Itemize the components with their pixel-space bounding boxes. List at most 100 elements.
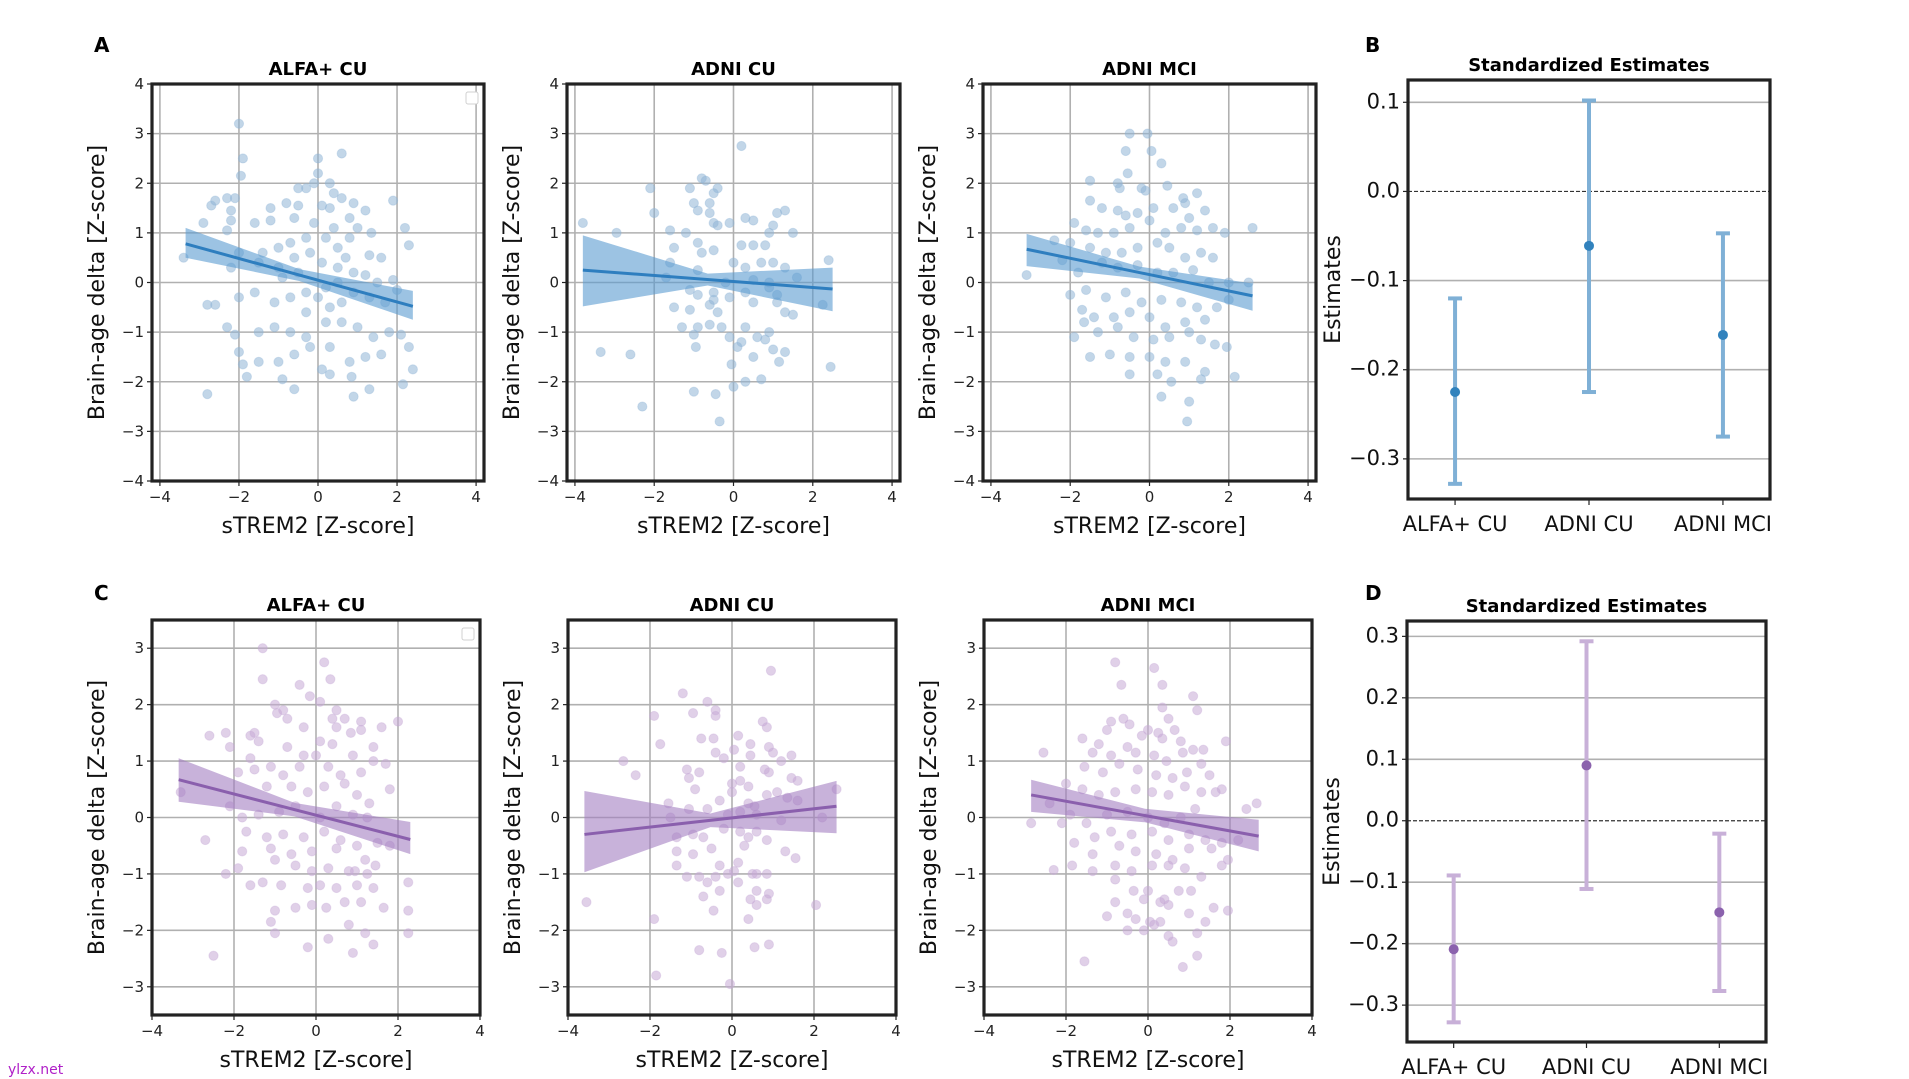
x-tick-label: −2 [223,1022,245,1040]
data-point [649,710,660,722]
data-point [253,736,264,747]
data-point [323,933,334,944]
data-point [684,183,695,194]
data-point [690,341,701,353]
data-point [308,178,320,189]
data-point [1144,351,1155,363]
y-tick-label: 0.3 [1366,623,1399,647]
data-point [399,222,411,234]
data-point [702,696,713,707]
data-point [710,871,721,882]
data-point [773,356,785,367]
panel-a3: ADNI MCI −4 −2 0 2 4 −4 −3 −2 −1 0 1 2 3 4 sTREM2 [Z-sc… [916,59,1318,539]
data-point [1026,818,1037,829]
y-tick-label: 1 [134,224,144,242]
data-point [1110,657,1121,668]
regression-line [582,268,833,291]
data-point [237,359,249,370]
data-point [200,834,211,846]
data-point [767,747,779,758]
y-tick-label: −1 [538,865,560,883]
data-point [1163,899,1174,911]
data-point [403,341,415,353]
data-point [233,118,245,129]
data-point [395,329,407,340]
data-point [384,327,395,338]
panel-letter-c: C [94,581,109,605]
x-tick-label: 4 [1307,1022,1317,1040]
data-point [1136,730,1147,741]
data-point [761,868,772,880]
data-point [728,381,739,392]
data-point [649,207,660,219]
data-point [237,153,249,164]
data-point [1155,916,1166,927]
data-point [733,877,744,888]
x-tick-label: 0 [1145,488,1155,506]
data-point [1126,866,1137,877]
data-point [301,331,312,343]
data-point [347,750,358,761]
data-point [208,950,219,961]
data-point [728,257,739,268]
data-point [1156,158,1167,169]
data-point [1199,314,1211,325]
data-point [356,767,367,778]
axes-frame [150,82,486,483]
data-point [1157,733,1168,744]
data-point [271,708,283,719]
data-point [718,753,729,764]
data-point [740,322,751,333]
data-point [324,202,335,214]
y-tick-label: −1 [122,323,144,341]
data-point [285,237,296,248]
data-point [344,212,355,224]
data-point [1162,180,1173,191]
data-point [1128,885,1139,896]
x-tick-label: 0 [1143,1022,1153,1040]
data-point [1160,227,1171,238]
data-point [368,939,379,950]
y-tick-label: 1 [965,224,975,242]
panel-b: Standardized Estimates −0.3 −0.2 −0.1 0.0 0.1… [1321,55,1772,536]
data-point [1122,908,1133,919]
data-point [1176,297,1187,308]
data-point [1207,252,1219,263]
data-point [1152,237,1163,248]
data-point [348,267,359,278]
data-point [1092,227,1104,238]
data-point [1118,713,1129,724]
data-point [765,665,777,676]
data-point [302,882,313,894]
data-point [265,215,276,226]
data-point [364,384,375,395]
data-point [1108,312,1119,323]
y-tick-label: −0.1 [1348,869,1399,893]
y-tick-label: −2 [538,921,560,939]
data-point [344,232,355,243]
category-label: ADNI CU [1542,1055,1631,1079]
data-point [289,349,300,360]
data-point [1199,366,1211,377]
x-axis-label: sTREM2 [Z-score] [220,1048,413,1073]
data-point [1112,205,1123,216]
panel-title: ADNI MCI [1101,595,1196,616]
data-point [290,902,301,913]
data-point [1069,837,1080,848]
data-point [1122,925,1133,936]
data-point [298,832,309,843]
data-point [668,302,680,313]
data-point [1177,961,1188,973]
data-point [286,849,297,860]
data-point [328,222,339,234]
data-point [1084,175,1096,186]
data-point [331,882,342,894]
data-point [1110,897,1121,908]
y-tick-label: −2 [122,921,144,939]
data-point [1144,215,1155,226]
panel-letter-b: B [1365,33,1380,57]
data-point [1146,145,1157,157]
data-point [768,257,779,268]
data-point [344,356,355,367]
